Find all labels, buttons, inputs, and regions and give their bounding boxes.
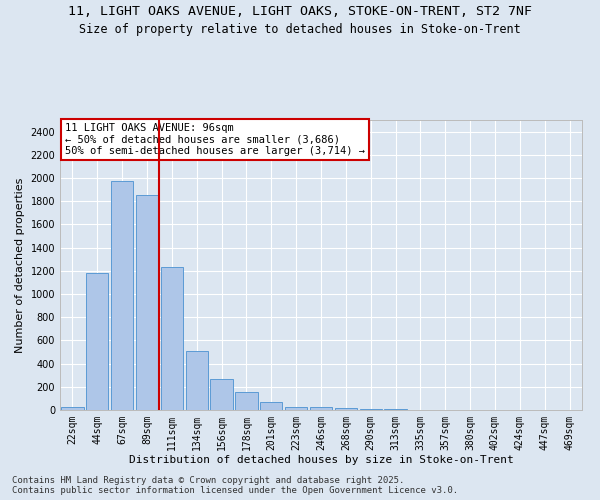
Bar (136, 196, 158, 410)
Bar (310, 407, 332, 410)
Text: Contains HM Land Registry data © Crown copyright and database right 2025.
Contai: Contains HM Land Registry data © Crown c… (12, 476, 458, 495)
Bar (61, 406, 83, 410)
Text: 11 LIGHT OAKS AVENUE: 96sqm
← 50% of detached houses are smaller (3,686)
50% of : 11 LIGHT OAKS AVENUE: 96sqm ← 50% of det… (65, 123, 365, 156)
Bar (235, 392, 257, 410)
Bar (335, 408, 357, 410)
Bar (260, 402, 283, 410)
Bar (161, 268, 183, 410)
Bar (111, 182, 133, 410)
Text: Distribution of detached houses by size in Stoke-on-Trent: Distribution of detached houses by size … (128, 455, 514, 465)
Bar (285, 406, 307, 410)
Y-axis label: Number of detached properties: Number of detached properties (15, 178, 25, 352)
Bar (86, 273, 109, 410)
Text: 11, LIGHT OAKS AVENUE, LIGHT OAKS, STOKE-ON-TRENT, ST2 7NF: 11, LIGHT OAKS AVENUE, LIGHT OAKS, STOKE… (68, 5, 532, 18)
Bar (211, 378, 233, 410)
Text: Size of property relative to detached houses in Stoke-on-Trent: Size of property relative to detached ho… (79, 22, 521, 36)
Bar (185, 351, 208, 410)
Bar (359, 408, 382, 410)
